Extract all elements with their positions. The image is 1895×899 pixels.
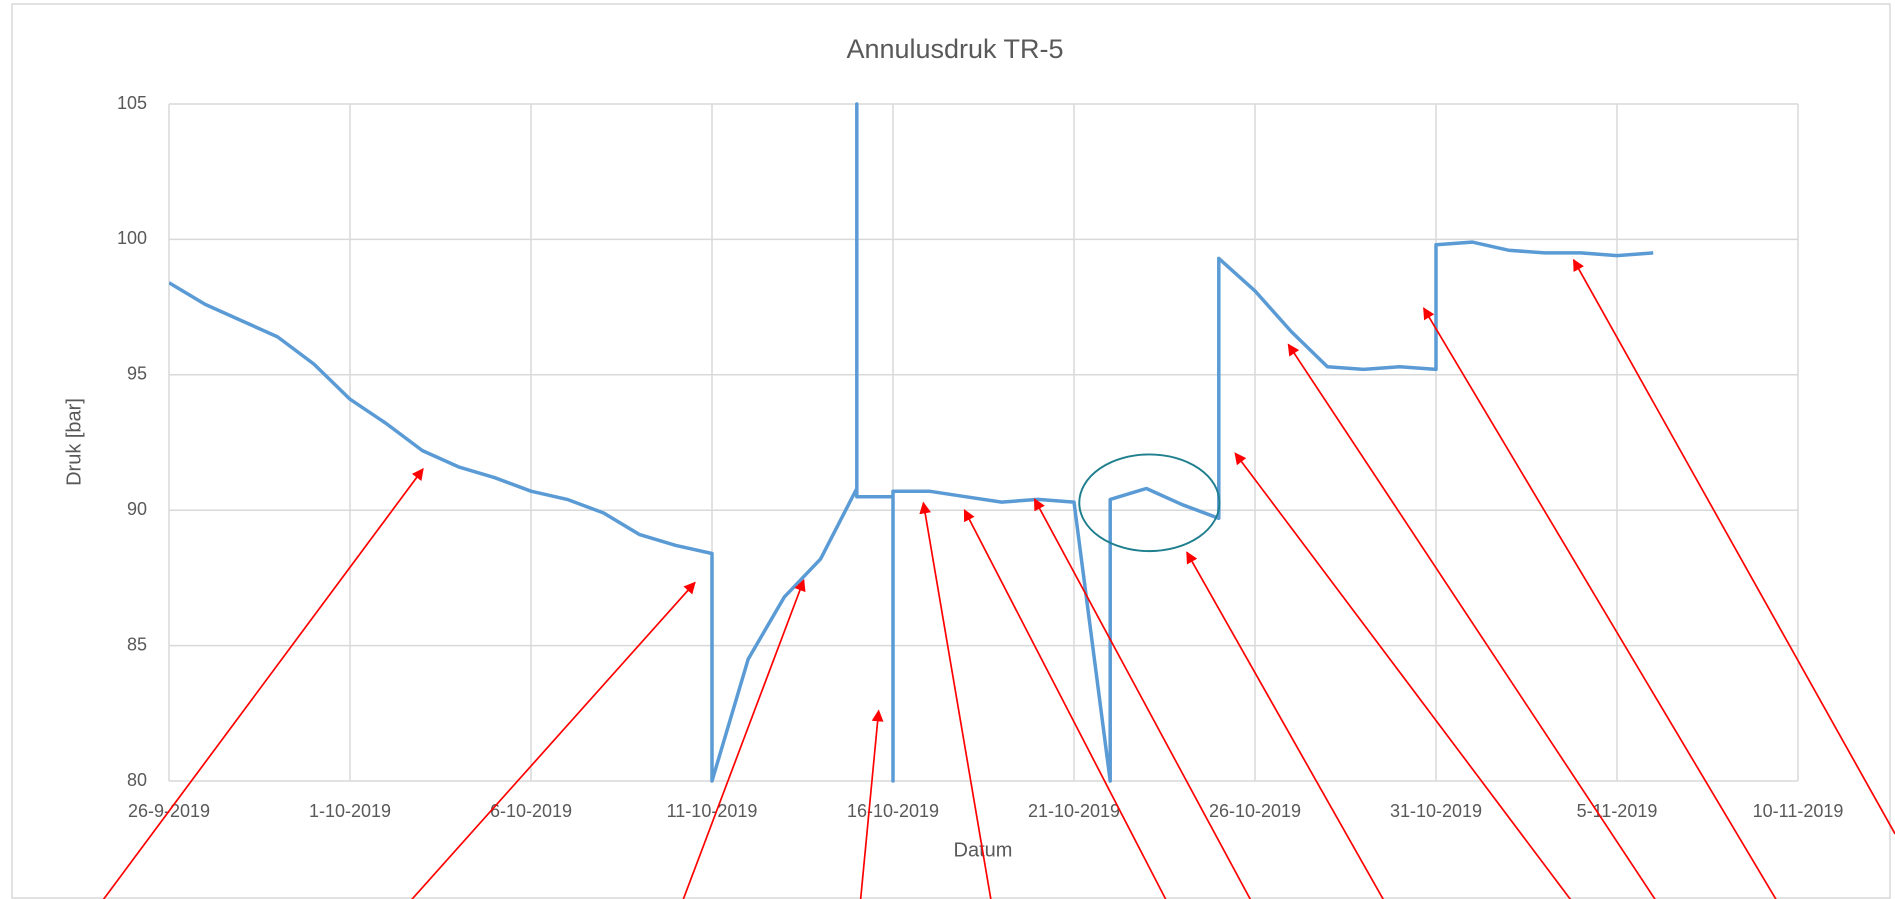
x-tick-label: 10-11-2019 xyxy=(1753,801,1844,821)
x-tick-label: 5-11-2019 xyxy=(1577,801,1658,821)
x-tick-label: 11-10-2019 xyxy=(667,801,758,821)
arrow xyxy=(1234,452,1572,899)
x-tick-label: 21-10-2019 xyxy=(1028,801,1120,821)
highlight-circle xyxy=(1078,453,1221,553)
x-tick-label: 31-10-2019 xyxy=(1390,801,1482,821)
chart-title: Annulusdruk TR-5 xyxy=(846,34,1063,64)
arrow xyxy=(1033,498,1252,899)
arrow xyxy=(1186,551,1385,899)
arrow xyxy=(1572,258,1895,835)
arrow xyxy=(411,581,696,899)
line-series xyxy=(169,102,1654,783)
arrow xyxy=(859,709,884,899)
y-tick-label: 105 xyxy=(117,93,147,113)
arrow xyxy=(1287,343,1656,899)
arrow xyxy=(102,467,424,899)
y-tick-label: 80 xyxy=(127,770,147,790)
annotations xyxy=(102,258,1895,899)
chart-frame xyxy=(11,3,1891,899)
y-tick-label: 95 xyxy=(127,364,147,384)
x-tick-label: 26-10-2019 xyxy=(1209,801,1301,821)
y-tick-label: 90 xyxy=(127,499,147,519)
arrows xyxy=(102,258,1895,899)
arrow xyxy=(919,501,992,899)
y-tick-label: 100 xyxy=(117,228,147,248)
y-axis-label: Druk [bar] xyxy=(63,398,85,486)
arrow xyxy=(1423,307,1777,899)
arrow xyxy=(963,508,1167,899)
x-tick-label: 1-10-2019 xyxy=(309,801,391,821)
arrow xyxy=(682,579,806,899)
y-tick-label: 85 xyxy=(127,634,147,654)
x-tick-label: 6-10-2019 xyxy=(490,801,572,821)
x-tick-label: 16-10-2019 xyxy=(847,801,939,821)
